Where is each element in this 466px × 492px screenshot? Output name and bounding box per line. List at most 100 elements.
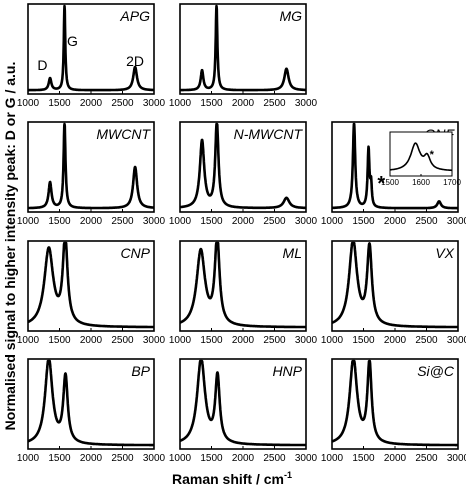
x-tick-label: 1000	[321, 335, 344, 346]
spectrum-line-apg	[27, 4, 155, 92]
panel-apg: 1000 1500 2000 2500 3000 APG D G 2D	[17, 3, 166, 109]
x-tick-label: 1500	[200, 453, 223, 464]
x-tick-label: 2500	[111, 216, 134, 227]
inset-panel: 1500 1600 1700 *	[381, 131, 461, 187]
x-tick-label: 2500	[111, 98, 134, 109]
x-tick-label: 2500	[263, 453, 286, 464]
x-tick-label: 1000	[17, 335, 40, 346]
x-tick-label: 3000	[295, 335, 318, 346]
x-tick-label: 3000	[447, 335, 466, 346]
spectrum-line-hnp	[179, 359, 307, 447]
x-tick-label: 3000	[295, 453, 318, 464]
x-tick-label: 1000	[169, 98, 192, 109]
panel-grid: 1000 1500 2000 2500 3000 APG D G 2D 1000 1500 2000 2…	[17, 3, 466, 464]
x-tick-label: 2000	[232, 335, 255, 346]
x-tick-label: 1500	[48, 216, 71, 227]
x-tick-label: 2000	[232, 98, 255, 109]
x-tick-label: 1500	[200, 98, 223, 109]
inset-x-tick-label: 1700	[443, 178, 461, 187]
x-tick-label: 1500	[200, 335, 223, 346]
x-tick-label: 2500	[415, 335, 438, 346]
peak-label-g: G	[67, 33, 78, 49]
inset-shoulder-marker: *	[430, 149, 435, 161]
panel-label-mwcnt: MWCNT	[96, 126, 151, 142]
x-tick-label: 2500	[111, 453, 134, 464]
panel-label-bp: BP	[131, 363, 150, 379]
x-axis-title-text: Raman shift / cm	[172, 471, 284, 487]
x-tick-label: 1500	[352, 335, 375, 346]
x-tick-label: 3000	[143, 216, 166, 227]
panel-cnp: 1000 1500 2000 2500 3000 CNP	[17, 240, 166, 346]
x-tick-label: 2500	[263, 216, 286, 227]
panel-label-ml: ML	[283, 245, 302, 261]
x-tick-label: 1500	[352, 453, 375, 464]
x-tick-label: 2000	[80, 216, 103, 227]
shoulder-marker: *	[377, 173, 385, 195]
x-tick-label: 1500	[200, 216, 223, 227]
x-tick-label: 1000	[169, 216, 192, 227]
inset-x-tick-label: 1500	[381, 178, 399, 187]
x-tick-label: 1000	[17, 216, 40, 227]
panel-label-n-mwcnt: N-MWCNT	[234, 126, 304, 142]
x-tick-label: 1000	[17, 98, 40, 109]
x-tick-label: 3000	[143, 98, 166, 109]
inset-spectrum-line	[390, 142, 452, 172]
x-tick-label: 1000	[321, 216, 344, 227]
spectrum-line-mwcnt	[27, 122, 155, 210]
panel-si-c: 1000 1500 2000 2500 3000 Si@C	[321, 358, 466, 464]
spectrum-line-gnf	[331, 122, 459, 210]
x-tick-label: 3000	[295, 216, 318, 227]
panel-label-mg: MG	[279, 8, 302, 24]
panel-label-vx: VX	[435, 245, 454, 261]
spectrum-line-si-c	[331, 359, 459, 447]
x-tick-label: 2000	[80, 335, 103, 346]
x-tick-label: 2000	[232, 453, 255, 464]
panel-label-hnp: HNP	[272, 363, 302, 379]
x-tick-label: 1500	[48, 453, 71, 464]
panel-ml: 1000 1500 2000 2500 3000 ML	[169, 240, 318, 346]
spectrum-line-n-mwcnt	[179, 122, 307, 210]
x-tick-label: 2500	[415, 453, 438, 464]
x-tick-label: 3000	[143, 453, 166, 464]
spectrum-line-bp	[27, 359, 155, 447]
x-tick-label: 2000	[384, 216, 407, 227]
x-tick-label: 2000	[384, 335, 407, 346]
x-tick-label: 2000	[80, 453, 103, 464]
spectrum-line-ml	[179, 241, 307, 329]
panel-vx: 1000 1500 2000 2500 3000 VX	[321, 240, 466, 346]
x-tick-label: 2500	[263, 335, 286, 346]
spectrum-line-cnp	[27, 241, 155, 329]
x-tick-label: 2000	[384, 453, 407, 464]
panel-mwcnt: 1000 1500 2000 2500 3000 MWCNT	[17, 121, 166, 227]
x-tick-label: 1500	[48, 335, 71, 346]
x-tick-label: 2500	[263, 98, 286, 109]
x-axis-title-superscript: -1	[284, 470, 292, 480]
x-tick-label: 3000	[447, 216, 466, 227]
x-tick-label: 1000	[17, 453, 40, 464]
x-tick-label: 1500	[48, 98, 71, 109]
inset-x-tick-label: 1600	[412, 178, 430, 187]
x-tick-label: 2000	[80, 98, 103, 109]
x-tick-label: 2500	[111, 335, 134, 346]
x-tick-label: 3000	[447, 453, 466, 464]
spectrum-line-vx	[331, 241, 459, 329]
x-tick-label: 1500	[352, 216, 375, 227]
x-tick-label: 1000	[321, 453, 344, 464]
x-tick-label: 1000	[169, 335, 192, 346]
panel-label-cnp: CNP	[120, 245, 150, 261]
panel-hnp: 1000 1500 2000 2500 3000 HNP	[169, 358, 318, 464]
panel-mg: 1000 1500 2000 2500 3000 MG	[169, 3, 318, 109]
panel-label-apg: APG	[119, 8, 150, 24]
peak-label-2d: 2D	[126, 53, 144, 69]
spectrum-line-mg	[179, 4, 307, 92]
x-tick-label: 1000	[169, 453, 192, 464]
panel-n-mwcnt: 1000 1500 2000 2500 3000 N-MWCNT	[169, 121, 318, 227]
x-tick-label: 3000	[295, 98, 318, 109]
x-axis-title: Raman shift / cm-1	[172, 470, 292, 487]
y-axis-title: Normalised signal to higher intensity pe…	[2, 62, 18, 431]
panel-bp: 1000 1500 2000 2500 3000 BP	[17, 358, 166, 464]
panel-label-si-c: Si@C	[417, 363, 455, 379]
x-tick-label: 2500	[415, 216, 438, 227]
x-tick-label: 2000	[232, 216, 255, 227]
